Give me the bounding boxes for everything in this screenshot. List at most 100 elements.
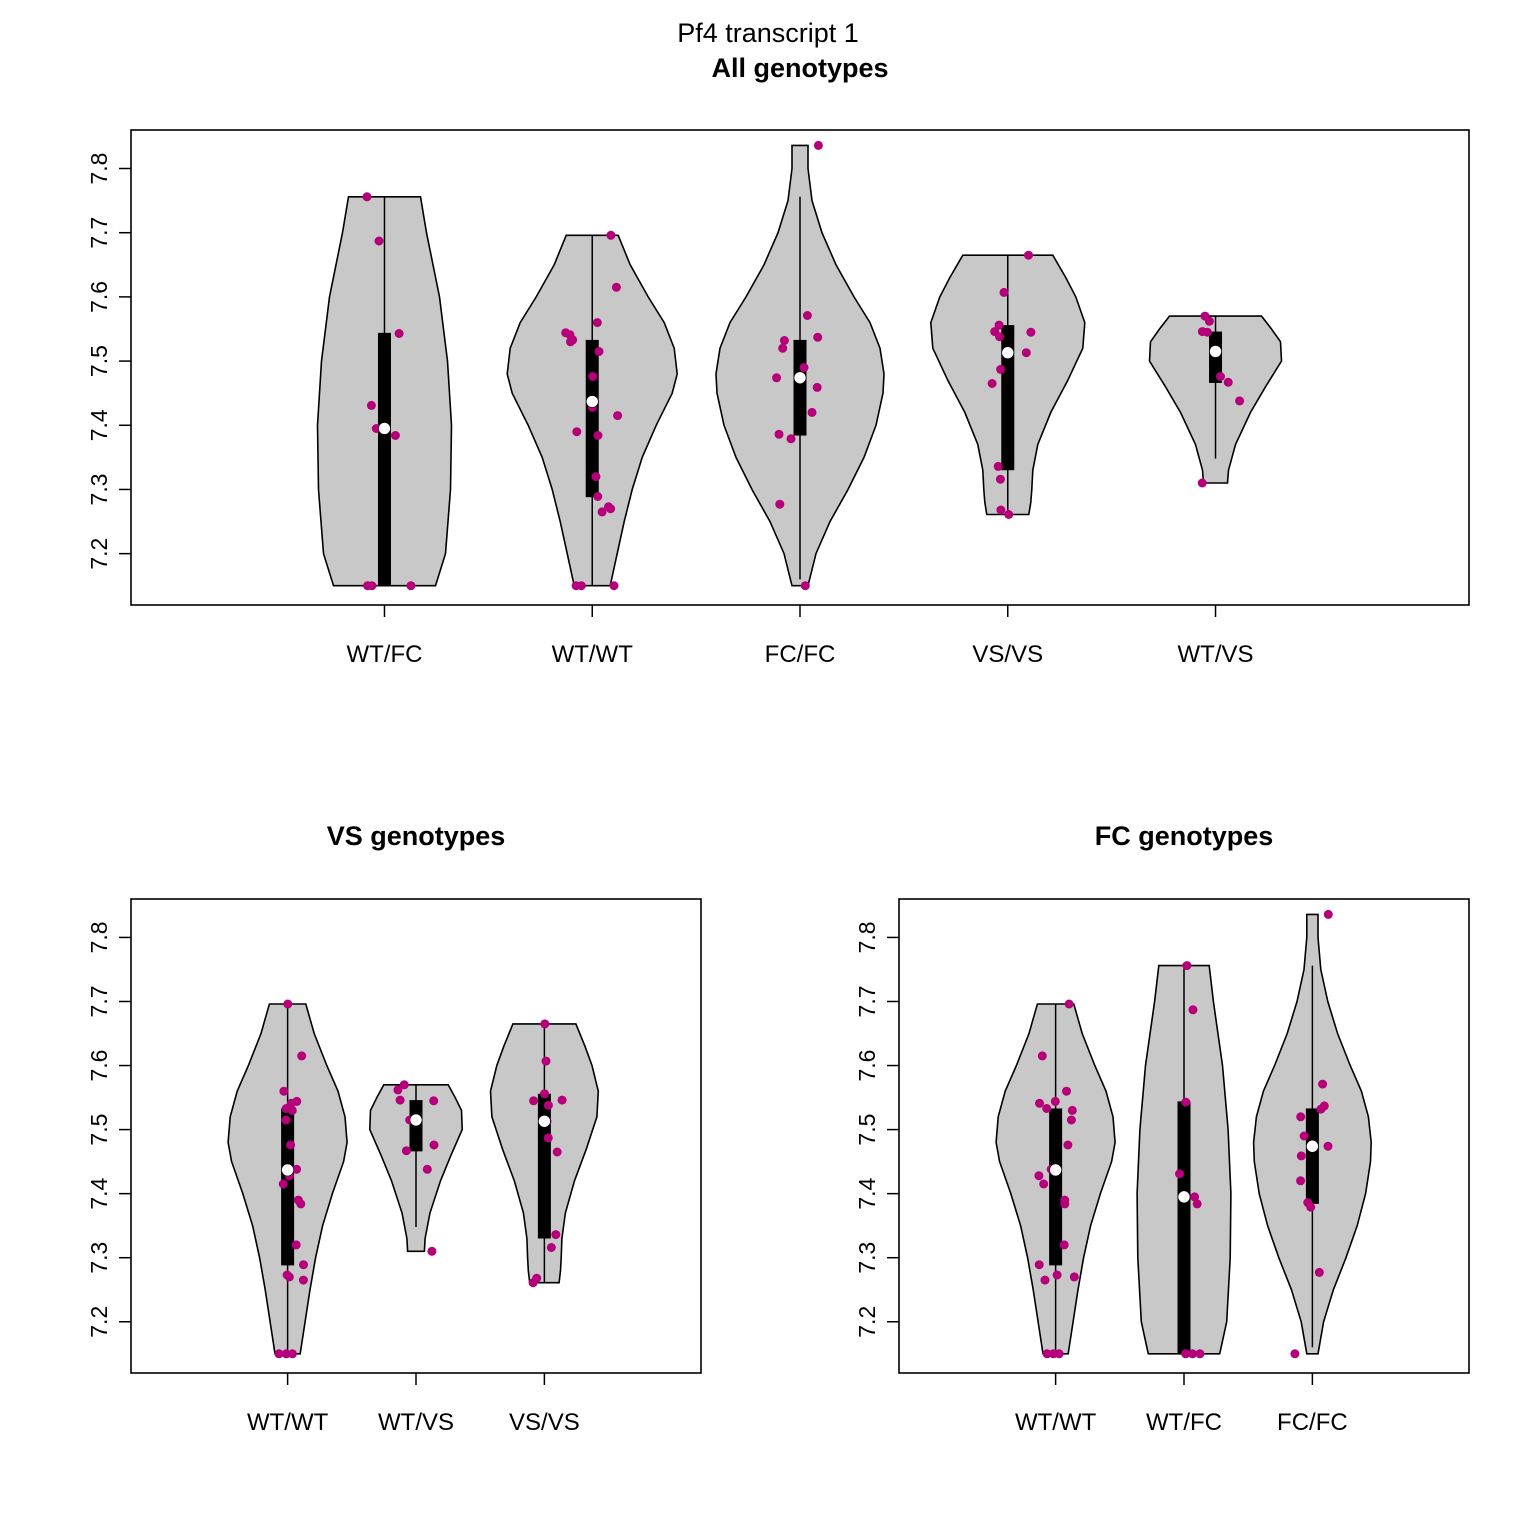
data-point bbox=[813, 332, 823, 342]
data-point bbox=[591, 472, 601, 482]
data-point bbox=[812, 382, 822, 392]
data-point bbox=[1323, 909, 1333, 919]
data-point bbox=[551, 1230, 561, 1240]
y-tick-label: 7.3 bbox=[854, 1242, 880, 1274]
data-point bbox=[363, 581, 373, 591]
data-point bbox=[987, 379, 997, 388]
violin-group bbox=[1136, 961, 1232, 1359]
data-point bbox=[593, 431, 603, 440]
data-point bbox=[546, 1243, 556, 1252]
data-point bbox=[543, 1100, 553, 1110]
data-point bbox=[422, 1164, 432, 1174]
charts-layer: All genotypes 7.2 7.3 7.4 7.5 7.6 7.7 7.8 WT/FC W… bbox=[86, 53, 1470, 1436]
median-marker bbox=[409, 1113, 423, 1127]
data-point bbox=[1296, 1176, 1306, 1186]
violin-group bbox=[1252, 909, 1373, 1359]
data-point bbox=[282, 1270, 292, 1280]
data-point bbox=[1202, 327, 1212, 337]
data-point bbox=[1290, 1349, 1300, 1359]
data-point bbox=[775, 499, 785, 509]
x-tick-label: WT/VS bbox=[378, 1409, 454, 1436]
data-point bbox=[786, 434, 796, 444]
data-point bbox=[1216, 372, 1225, 381]
median-marker bbox=[378, 422, 391, 435]
y-tick-label: 7.4 bbox=[854, 1177, 880, 1209]
data-point bbox=[994, 320, 1004, 330]
x-tick-label: WT/WT bbox=[552, 641, 634, 668]
data-point bbox=[1223, 377, 1233, 387]
violin-group bbox=[1148, 311, 1283, 488]
violin-group bbox=[227, 999, 348, 1359]
data-point bbox=[1039, 1179, 1049, 1189]
data-point bbox=[609, 581, 619, 591]
x-tick-label: VS/VS bbox=[509, 1409, 580, 1436]
data-point bbox=[779, 336, 789, 345]
data-point bbox=[557, 1095, 567, 1105]
plot-frame bbox=[130, 129, 1470, 606]
data-point bbox=[283, 999, 293, 1009]
iqr-box bbox=[793, 339, 807, 436]
data-point bbox=[1066, 1115, 1076, 1125]
data-point bbox=[1299, 1131, 1309, 1141]
data-point bbox=[588, 372, 598, 381]
data-point bbox=[1021, 348, 1031, 358]
data-point bbox=[291, 1240, 301, 1250]
data-point bbox=[279, 1086, 289, 1096]
data-point bbox=[1314, 1267, 1324, 1277]
data-point bbox=[1060, 1199, 1070, 1209]
data-point bbox=[996, 505, 1006, 515]
data-point bbox=[1026, 327, 1036, 337]
y-tick-label: 7.2 bbox=[854, 1306, 880, 1338]
data-point bbox=[1235, 396, 1245, 406]
data-point bbox=[1024, 250, 1033, 260]
y-tick-label: 7.5 bbox=[854, 1114, 880, 1146]
data-point bbox=[287, 1349, 297, 1359]
data-point bbox=[594, 347, 604, 356]
data-point bbox=[1042, 1349, 1052, 1359]
median-marker bbox=[1001, 346, 1015, 360]
data-point bbox=[1064, 999, 1074, 1009]
data-point bbox=[995, 332, 1005, 342]
data-point bbox=[597, 507, 607, 517]
violin-group bbox=[995, 999, 1116, 1359]
data-point bbox=[371, 424, 381, 433]
chart-title: VS genotypes bbox=[327, 821, 506, 851]
data-point bbox=[1050, 1096, 1060, 1106]
plot-frame bbox=[130, 898, 702, 1374]
data-point bbox=[278, 1179, 288, 1189]
data-point bbox=[296, 1199, 306, 1209]
y-tick-label: 7.3 bbox=[86, 1242, 112, 1274]
data-point bbox=[1318, 1079, 1328, 1089]
median-marker bbox=[793, 371, 807, 385]
data-point bbox=[802, 311, 812, 320]
data-point bbox=[366, 400, 376, 410]
y-tick-label: 7.4 bbox=[86, 1177, 112, 1209]
data-point bbox=[390, 431, 400, 440]
data-point bbox=[1052, 1270, 1062, 1280]
y-tick-label: 7.8 bbox=[86, 153, 112, 185]
data-point bbox=[1035, 1098, 1044, 1108]
data-point bbox=[1037, 1051, 1047, 1061]
data-point bbox=[1195, 1349, 1205, 1359]
data-point bbox=[299, 1260, 308, 1270]
violin-group bbox=[368, 1080, 464, 1256]
data-point bbox=[778, 343, 788, 353]
y-tick-label: 7.7 bbox=[86, 217, 112, 249]
data-point bbox=[429, 1096, 439, 1106]
data-point bbox=[813, 140, 823, 150]
data-point bbox=[541, 1056, 551, 1066]
x-tick-label: WT/WT bbox=[247, 1409, 329, 1436]
y-tick-label: 7.6 bbox=[86, 281, 112, 313]
y-tick-label: 7.7 bbox=[86, 985, 112, 1017]
data-point bbox=[1034, 1171, 1044, 1181]
data-point bbox=[427, 1246, 437, 1256]
data-point bbox=[393, 1085, 403, 1095]
iqr-box bbox=[1049, 1108, 1063, 1266]
data-point bbox=[995, 474, 1005, 484]
data-point bbox=[1192, 1199, 1202, 1209]
data-point bbox=[394, 329, 404, 338]
data-point bbox=[429, 1140, 439, 1150]
data-point bbox=[774, 429, 784, 439]
data-point bbox=[406, 581, 416, 591]
violin-group bbox=[316, 192, 453, 591]
